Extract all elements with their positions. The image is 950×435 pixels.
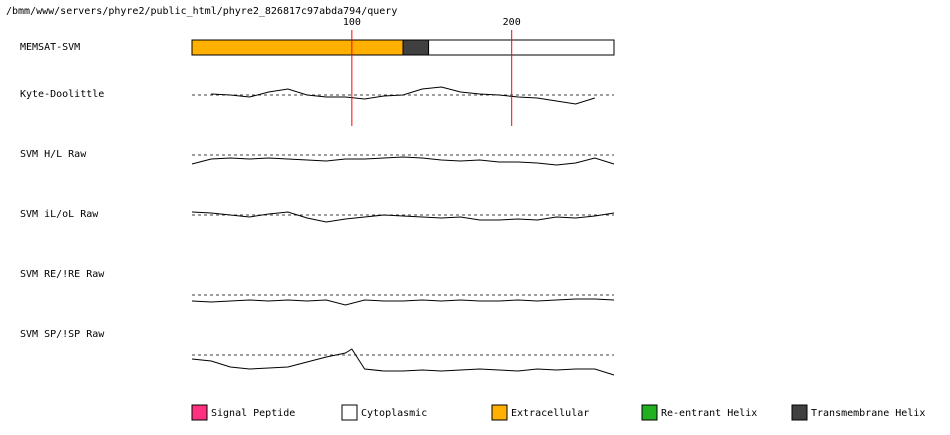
legend-label: Signal Peptide (211, 408, 295, 419)
track-label: SVM H/L Raw (20, 149, 87, 160)
legend-label: Re-entrant Helix (661, 408, 757, 419)
topology-segment (402, 39, 430, 56)
trace (211, 86, 595, 105)
track-label: SVM SP/!SP Raw (20, 329, 105, 340)
file-path: /bmm/www/servers/phyre2/public_html/phyr… (6, 6, 397, 17)
topology-segment (428, 39, 615, 56)
tick-label: 200 (503, 17, 521, 28)
legend-swatch (341, 404, 358, 421)
track-label: Kyte-Doolittle (20, 89, 104, 100)
trace (191, 348, 615, 376)
legend-swatch (791, 404, 808, 421)
trace (191, 211, 615, 223)
legend-label: Extracellular (511, 408, 589, 419)
track-label: SVM RE/!RE Raw (20, 269, 105, 280)
trace (191, 156, 615, 166)
topology-label: MEMSAT-SVM (20, 42, 80, 53)
track-label: SVM iL/oL Raw (20, 209, 99, 220)
tick-label: 100 (343, 17, 361, 28)
legend-swatch (191, 404, 208, 421)
legend-label: Transmembrane Helix (811, 408, 925, 419)
trace (191, 298, 615, 306)
legend-label: Cytoplasmic (361, 408, 427, 419)
topology-segment (191, 39, 404, 56)
legend-swatch (641, 404, 658, 421)
legend-swatch (491, 404, 508, 421)
